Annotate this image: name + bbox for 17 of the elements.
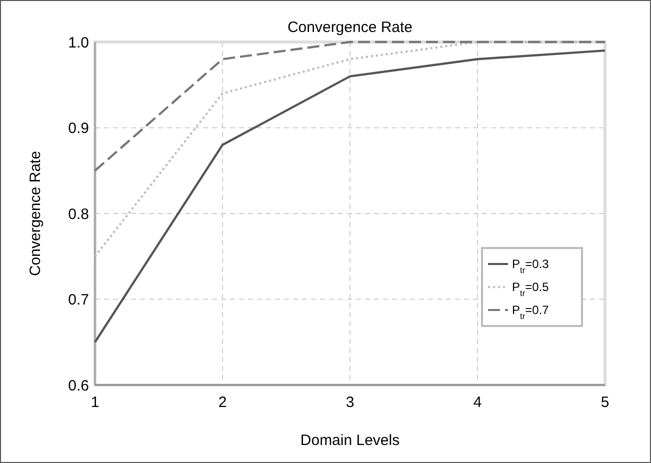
line-series <box>94 49 606 344</box>
legend-label: P$_{tr}$=0.5 <box>512 280 550 298</box>
chart-title: Convergence Rate <box>287 19 413 36</box>
y-tick-label: 0.8 <box>68 206 89 223</box>
x-tick-label: 4 <box>473 394 482 411</box>
x-tick-label: 3 <box>346 394 354 411</box>
legend-label: P$_{tr}$=0.7 <box>512 303 550 322</box>
x-tick-label: 2 <box>218 394 227 411</box>
y-tick-label: 0.9 <box>68 120 89 137</box>
x-tick-label: 5 <box>600 394 610 411</box>
y-tick-label: 0.7 <box>68 292 89 308</box>
y-tick-label: 1.0 <box>68 34 89 52</box>
y-tick-label: 0.6 <box>68 377 89 394</box>
y-axis-title: Convergence Rate <box>27 150 44 276</box>
legend-label: P$_{tr}$=0.3 <box>512 257 550 276</box>
x-tick-label: 1 <box>90 394 100 411</box>
x-axis-title: Domain Levels <box>300 432 400 449</box>
